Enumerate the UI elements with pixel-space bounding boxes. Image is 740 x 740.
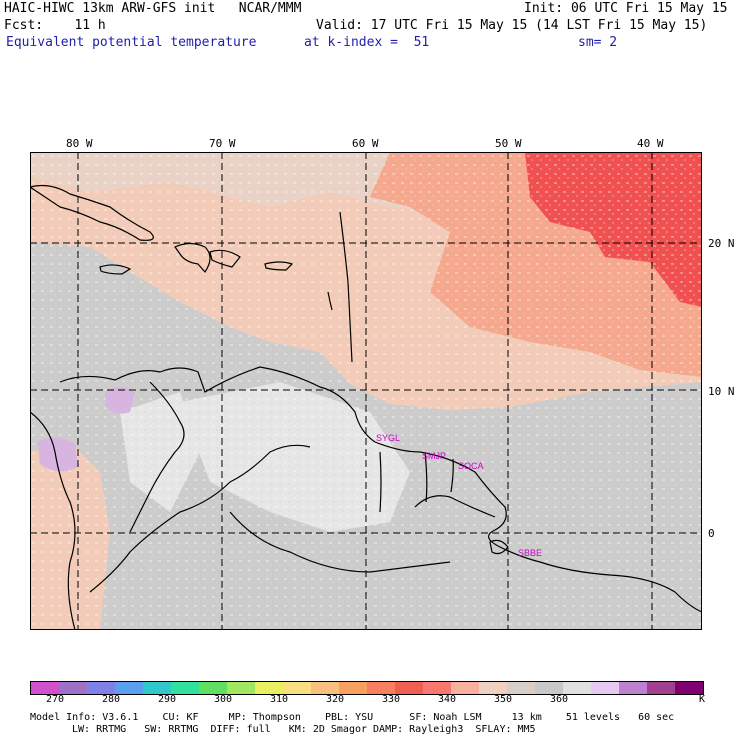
- theta-e-map: SYGL SMJP SOCA SBBE: [30, 152, 702, 630]
- colorbar-swatch: [255, 682, 283, 694]
- lon-label-60w: 60 W: [352, 137, 379, 150]
- colorbar-swatch: [591, 682, 619, 694]
- colorbar-swatch: [367, 682, 395, 694]
- model-info-line2: LW: RRTMG SW: RRTMG DIFF: full KM: 2D Sm…: [72, 724, 536, 735]
- colorbar-swatch: [507, 682, 535, 694]
- init-time: Init: 06 UTC Fri 15 May 15: [524, 1, 728, 16]
- map-frame: [30, 152, 702, 630]
- cbar-tick-280: 280: [102, 694, 121, 705]
- coastlines: [30, 184, 702, 630]
- lon-label-40w: 40 W: [637, 137, 664, 150]
- level-index: at k-index = 51: [304, 35, 430, 50]
- colorbar: [30, 681, 704, 695]
- colorbar-swatch: [479, 682, 507, 694]
- cbar-tick-350: 350: [494, 694, 513, 705]
- lon-label-80w: 80 W: [66, 137, 93, 150]
- colorbar-swatch: [59, 682, 87, 694]
- station-label-sygl: SYGL: [376, 433, 400, 443]
- colorbar-swatch: [227, 682, 255, 694]
- valid-time: Valid: 17 UTC Fri 15 May 15 (14 LST Fri …: [316, 18, 708, 33]
- forecast-hour: Fcst: 11 h: [4, 18, 106, 33]
- cbar-tick-310: 310: [270, 694, 289, 705]
- colorbar-swatch: [395, 682, 423, 694]
- colorbar-swatch: [451, 682, 479, 694]
- lavender-patch: [38, 437, 78, 472]
- model-title: HAIC-HIWC 13km ARW-GFS init NCAR/MMM: [4, 1, 302, 16]
- colorbar-swatch: [143, 682, 171, 694]
- colorbar-swatch: [339, 682, 367, 694]
- cbar-tick-300: 300: [214, 694, 233, 705]
- lat-label-0: 0: [708, 527, 715, 540]
- colorbar-swatch: [563, 682, 591, 694]
- colorbar-swatch: [535, 682, 563, 694]
- smoothing: sm= 2: [578, 35, 618, 50]
- cbar-tick-320: 320: [326, 694, 345, 705]
- lat-label-20n: 20 N: [708, 237, 735, 250]
- lat-label-10n: 10 N: [708, 385, 735, 398]
- cbar-tick-330: 330: [382, 694, 401, 705]
- station-label-soca: SOCA: [458, 461, 484, 471]
- lon-label-50w: 50 W: [495, 137, 522, 150]
- model-info-line1: Model Info: V3.6.1 CU: KF MP: Thompson P…: [30, 712, 675, 723]
- colorbar-swatch: [619, 682, 647, 694]
- lon-label-70w: 70 W: [209, 137, 236, 150]
- colorbar-swatch: [87, 682, 115, 694]
- cbar-tick-360: 360: [550, 694, 569, 705]
- cbar-tick-340: 340: [438, 694, 457, 705]
- station-label-sbbe: SBBE: [518, 548, 542, 558]
- station-label-smjp: SMJP: [422, 451, 446, 461]
- colorbar-swatch: [423, 682, 451, 694]
- colorbar-swatch: [675, 682, 703, 694]
- field-name: Equivalent potential temperature: [6, 35, 257, 50]
- cbar-tick-270: 270: [46, 694, 65, 705]
- colorbar-swatch: [115, 682, 143, 694]
- colorbar-swatch: [311, 682, 339, 694]
- colorbar-swatch: [171, 682, 199, 694]
- cbar-unit: K: [699, 694, 706, 705]
- cbar-tick-290: 290: [158, 694, 177, 705]
- colorbar-swatch: [283, 682, 311, 694]
- colorbar-swatch: [31, 682, 59, 694]
- colorbar-swatch: [647, 682, 675, 694]
- colorbar-swatch: [199, 682, 227, 694]
